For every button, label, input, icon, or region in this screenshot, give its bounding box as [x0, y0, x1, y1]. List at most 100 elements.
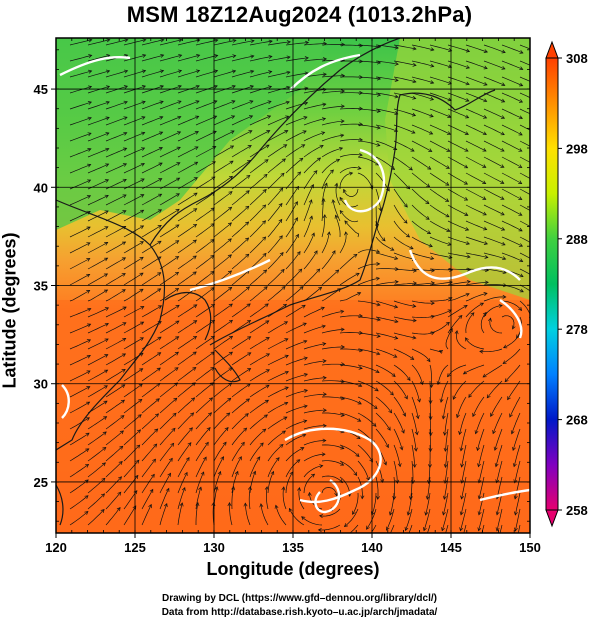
streamline-arrow: [140, 162, 145, 167]
colorbar-tick-label: 278: [566, 322, 588, 337]
streamline: [177, 336, 197, 350]
streamline: [483, 92, 505, 103]
streamline: [298, 487, 305, 510]
streamline: [393, 108, 416, 116]
streamline: [303, 145, 324, 158]
streamline: [195, 130, 217, 142]
streamline: [429, 60, 452, 68]
streamline: [69, 148, 92, 158]
streamline-arrow: [245, 221, 250, 226]
streamline-arrow: [394, 319, 399, 324]
streamline-arrow: [247, 485, 252, 491]
streamline: [460, 508, 467, 531]
streamline: [231, 100, 254, 110]
streamline-arrow: [232, 38, 237, 43]
streamline: [303, 184, 314, 206]
streamline-arrow: [483, 98, 488, 103]
streamline: [195, 271, 215, 286]
streamline-arrow: [428, 148, 433, 152]
streamline: [429, 156, 450, 169]
streamline: [501, 204, 523, 216]
streamline: [177, 255, 197, 270]
streamline: [267, 321, 288, 334]
streamline-arrow: [304, 40, 310, 45]
streamline-arrow: [278, 218, 283, 223]
streamline: [465, 302, 484, 318]
streamline: [514, 492, 521, 515]
streamline-arrow: [102, 431, 107, 436]
streamline-arrow: [518, 227, 523, 232]
streamline-arrow: [192, 271, 197, 276]
streamline-arrow: [436, 380, 441, 386]
streamline-arrow: [181, 487, 186, 492]
streamline-arrow: [104, 322, 109, 327]
streamline: [231, 175, 251, 190]
streamline-arrow: [302, 130, 307, 135]
streamline-arrow: [278, 202, 283, 208]
streamline: [465, 108, 487, 119]
streamline: [492, 412, 503, 434]
streamline: [303, 103, 326, 110]
streamline-arrow: [206, 427, 211, 432]
streamline-arrow: [247, 145, 252, 149]
streamline-arrow: [267, 100, 272, 105]
streamline-arrow: [307, 491, 312, 496]
streamline-arrow: [356, 435, 361, 440]
streamline-arrow: [301, 304, 306, 309]
streamline: [87, 70, 110, 78]
streamline: [429, 252, 452, 258]
streamline-arrow: [157, 272, 162, 276]
streamline: [69, 70, 92, 78]
streamline: [339, 231, 347, 254]
streamline-arrow: [105, 132, 110, 136]
streamline: [375, 92, 399, 98]
streamline-arrow: [406, 511, 411, 516]
streamline: [267, 219, 283, 238]
streamline: [105, 445, 124, 462]
streamline-arrow: [116, 507, 121, 512]
streamline: [195, 502, 199, 525]
streamline: [393, 156, 413, 171]
streamline: [303, 268, 320, 286]
streamline: [141, 352, 161, 366]
streamline-arrow: [227, 254, 232, 259]
streamline-arrow: [537, 83, 541, 86]
streamline-arrow: [154, 428, 159, 433]
streamline: [321, 198, 325, 222]
streamline-arrow: [122, 225, 127, 230]
streamline-arrow: [86, 226, 91, 231]
streamline-arrow: [248, 130, 253, 134]
streamline: [429, 309, 452, 318]
streamline-arrow: [519, 273, 524, 278]
streamline-arrow: [123, 100, 128, 105]
streamline-arrow: [279, 444, 284, 448]
streamline-arrow: [86, 195, 92, 199]
streamline: [411, 252, 434, 260]
streamline: [249, 269, 267, 286]
colorbar-tick-label: 288: [566, 232, 588, 247]
streamline: [267, 130, 288, 142]
streamline-arrow: [88, 54, 93, 58]
streamline: [465, 220, 487, 230]
streamline: [321, 460, 344, 466]
streamline: [465, 124, 487, 135]
streamline: [141, 489, 154, 510]
streamline: [267, 416, 288, 430]
streamline-arrow: [230, 145, 235, 150]
streamline-arrow: [176, 146, 181, 151]
streamline: [69, 339, 91, 350]
streamline: [141, 116, 163, 126]
streamline-arrow: [140, 306, 145, 310]
streamline: [429, 124, 451, 135]
streamline-arrow: [300, 447, 305, 451]
streamline-arrow: [448, 255, 453, 260]
streamline-arrow: [103, 385, 108, 389]
streamline-arrow: [514, 527, 518, 532]
streamline: [105, 39, 128, 46]
streamline: [177, 192, 198, 206]
streamline-arrow: [519, 288, 524, 293]
streamline-arrow: [482, 147, 487, 152]
streamline-arrow: [252, 470, 257, 475]
streamline-arrow: [121, 384, 126, 389]
